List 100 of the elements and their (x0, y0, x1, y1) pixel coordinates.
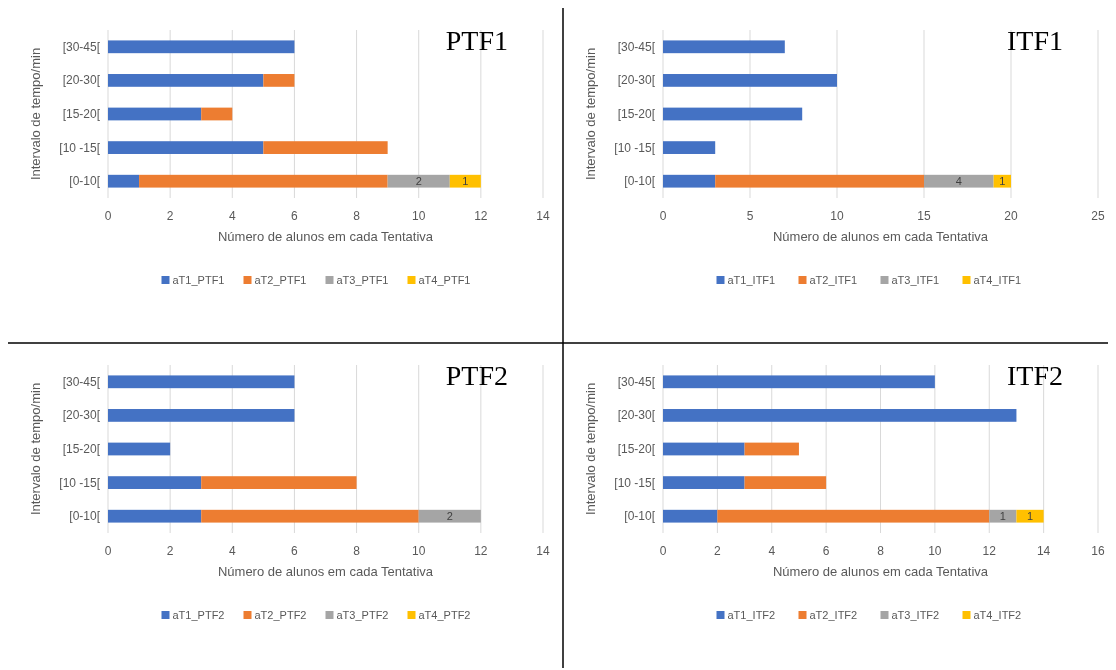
bar (663, 375, 935, 389)
bar (663, 509, 718, 523)
x-tick-label: 12 (982, 544, 997, 558)
legend-label: aT4_ITF1 (973, 274, 1022, 286)
x-tick-label: 14 (536, 209, 550, 223)
bar (108, 141, 264, 154)
x-tick-label: 4 (228, 544, 236, 558)
x-tick-label: 2 (714, 544, 722, 558)
y-tick-label: [20-30[ (62, 73, 101, 88)
y-tick-label: [30-45[ (62, 39, 101, 54)
bar (108, 107, 202, 121)
x-tick-label: 6 (291, 544, 299, 558)
y-tick-label: [0-10[ (69, 174, 101, 189)
legend-label: aT2_PTF1 (254, 274, 307, 286)
bar (108, 74, 264, 87)
bar (387, 174, 450, 188)
chart-title: PTF2 (445, 360, 508, 391)
bar (201, 476, 357, 489)
chart-title: ITF2 (1007, 360, 1063, 391)
x-tick-label: 10 (830, 209, 844, 223)
bar (263, 141, 388, 154)
legend-label: aT1_PTF1 (172, 274, 225, 286)
data-label: 4 (955, 175, 962, 188)
x-tick-label: 4 (228, 209, 236, 223)
x-tick-label: 6 (291, 209, 299, 223)
legend-label: aT1_PTF2 (172, 609, 225, 621)
y-tick-label: [15-20[ (62, 107, 101, 121)
bar (663, 174, 716, 188)
legend-label: aT1_ITF1 (727, 274, 776, 286)
bar (201, 107, 233, 121)
legend-label: aT3_ITF1 (891, 274, 940, 286)
y-tick-label: [30-45[ (62, 374, 101, 389)
legend-label: aT4_ITF2 (973, 609, 1022, 621)
bar (993, 174, 1011, 188)
x-axis-title: Número de alunos em cada Tentativa (217, 229, 434, 244)
bar (108, 40, 295, 54)
x-tick-label: 4 (768, 544, 776, 558)
bar (108, 174, 140, 188)
x-tick-label: 0 (104, 209, 112, 223)
x-tick-label: 2 (166, 209, 174, 223)
bar (744, 476, 827, 489)
y-tick-label: [15-20[ (62, 442, 101, 456)
bar (663, 107, 803, 121)
legend-label: aT3_PTF2 (336, 609, 389, 621)
data-label: 2 (415, 175, 422, 188)
legend-label: aT4_PTF1 (418, 274, 471, 286)
chart-title: PTF1 (445, 25, 508, 56)
x-tick-label: 14 (1036, 544, 1051, 558)
bar (663, 409, 1017, 422)
bar (108, 375, 295, 389)
bar (663, 40, 785, 54)
x-tick-label: 12 (474, 544, 488, 558)
bar (663, 141, 716, 154)
bar (418, 509, 481, 523)
bar (139, 174, 388, 188)
x-tick-label: 0 (659, 209, 667, 223)
data-label: 1 (999, 175, 1006, 188)
x-axis-title: Número de alunos em cada Tentativa (217, 564, 434, 579)
x-tick-label: 25 (1091, 209, 1105, 223)
y-tick-label: [0-10[ (69, 509, 101, 524)
bar (717, 509, 990, 523)
bar (663, 74, 837, 87)
data-label: 1 (1026, 510, 1034, 523)
data-label: 2 (446, 510, 453, 523)
legend-label: aT3_PTF1 (336, 274, 389, 286)
bar (989, 509, 1017, 523)
y-axis-title: Intervalo de tempo/min (583, 47, 598, 181)
x-axis-title: Número de alunos em cada Tentativa (772, 564, 989, 579)
bar (663, 476, 745, 489)
x-tick-label: 16 (1091, 544, 1105, 558)
x-tick-label: 10 (412, 544, 426, 558)
y-axis-title: Intervalo de tempo/min (28, 382, 43, 516)
y-tick-label: [10 -15[ (614, 140, 656, 155)
x-tick-label: 2 (166, 544, 174, 558)
bar (715, 174, 924, 188)
x-tick-label: 15 (917, 209, 931, 223)
bar (108, 442, 171, 456)
y-tick-label: [20-30[ (617, 408, 656, 423)
y-tick-label: [10 -15[ (59, 475, 101, 490)
chart-title: ITF1 (1007, 25, 1063, 56)
legend-label: aT2_ITF2 (809, 609, 858, 621)
y-tick-label: [15-20[ (617, 442, 656, 456)
x-tick-label: 14 (536, 544, 550, 558)
legend-label: aT3_ITF2 (891, 609, 940, 621)
y-tick-label: [10 -15[ (59, 140, 101, 155)
x-tick-label: 8 (877, 544, 885, 558)
y-tick-label: [0-10[ (624, 509, 656, 524)
legend-label: aT4_PTF2 (418, 609, 471, 621)
x-tick-label: 6 (822, 544, 830, 558)
x-tick-label: 12 (474, 209, 488, 223)
x-tick-label: 8 (353, 544, 361, 558)
x-tick-label: 5 (746, 209, 754, 223)
bar (108, 476, 202, 489)
y-tick-label: [30-45[ (617, 374, 656, 389)
y-tick-label: [10 -15[ (614, 475, 656, 490)
data-label: 1 (462, 175, 469, 188)
legend-label: aT2_ITF1 (809, 274, 858, 286)
x-tick-label: 0 (659, 544, 667, 558)
x-tick-label: 20 (1004, 209, 1018, 223)
x-tick-label: 0 (104, 544, 112, 558)
